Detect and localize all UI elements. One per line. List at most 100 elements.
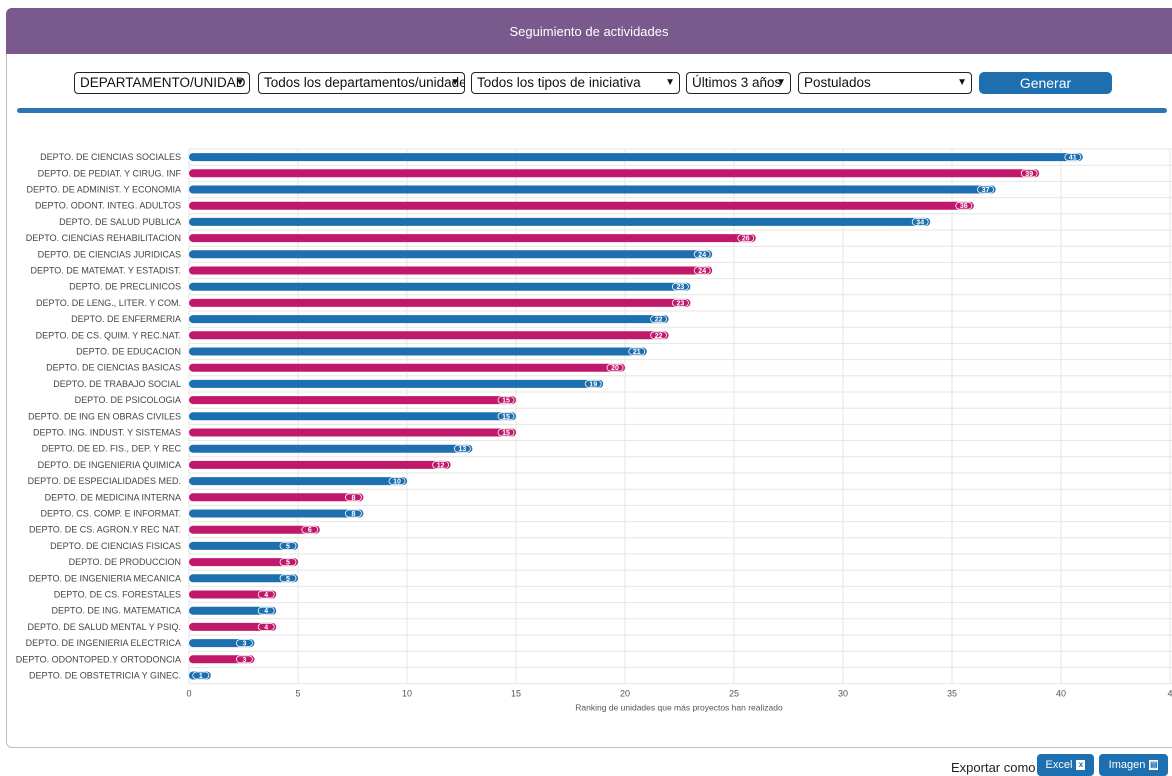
category-label: DEPTO. DE INGENIERIA ELECTRICA	[26, 638, 181, 648]
bar-value-pill	[301, 525, 319, 534]
bar-value-pill	[737, 234, 755, 242]
x-tick-label: 15	[511, 689, 521, 699]
bar-value-label: 41	[1069, 155, 1077, 162]
x-tick-label: 5	[295, 689, 300, 699]
bar-value-label: 8	[351, 495, 355, 502]
category-label: DEPTO. CS. COMP. E INFORMAT.	[40, 509, 181, 519]
category-label: DEPTO. DE CS. AGRON.Y REC NAT.	[29, 525, 181, 535]
bar-value-label: 15	[502, 430, 510, 437]
category-label: DEPTO. DE ED. FIS., DEP. Y REC	[42, 444, 182, 454]
bar	[189, 493, 364, 502]
export-excel-button[interactable]: Excel x	[1037, 754, 1094, 776]
x-tick-label: 25	[729, 689, 739, 699]
bar	[189, 153, 1083, 162]
bar	[189, 396, 516, 405]
bar-value-label: 5	[286, 576, 290, 583]
generate-button-label: Generar	[1019, 75, 1072, 91]
bar-value-label: 5	[286, 543, 290, 550]
bar-value-pill	[344, 509, 362, 518]
period-select-value: Últimos 3 años	[692, 75, 782, 90]
bar-value-label: 5	[286, 560, 290, 567]
bar-value-pill	[650, 315, 667, 324]
bar-value-label: 20	[611, 365, 619, 372]
page-title: Seguimiento de actividades	[509, 23, 669, 39]
bar-value-label: 10	[393, 479, 401, 486]
category-label: DEPTO. DE ING. MATEMATICA	[51, 606, 181, 616]
bar	[189, 509, 364, 518]
bar-value-pill	[279, 574, 297, 583]
export-label: Exportar como	[951, 760, 1036, 775]
category-label: DEPTO. ODONTOPED.Y ORTODONCIA	[16, 654, 181, 664]
export-excel-label: Excel	[1045, 759, 1073, 771]
department-select-value: Todos los departamentos/unidades	[264, 75, 465, 90]
period-select[interactable]: Últimos 3 años ▼	[686, 72, 791, 94]
bar	[189, 541, 298, 550]
bar-value-pill	[1020, 169, 1038, 178]
x-tick-label: 30	[838, 689, 848, 699]
category-label: DEPTO. DE ESPECIALIDADES MED.	[28, 476, 181, 486]
image-file-icon: ▤	[1149, 760, 1159, 770]
export-image-label: Imagen	[1108, 759, 1146, 771]
bar	[189, 558, 298, 567]
bar-value-label: 3	[242, 641, 246, 648]
bar-value-label: 26	[742, 236, 750, 243]
category-label: DEPTO. DE ADMINIST. Y ECONOMIA	[26, 185, 181, 195]
bar	[189, 525, 320, 534]
x-tick-label: 4	[1167, 689, 1172, 699]
bar-value-label: 34	[916, 219, 924, 226]
bar-value-pill	[257, 590, 275, 599]
bar	[189, 460, 451, 469]
bar-value-label: 8	[351, 511, 355, 518]
bar-value-label: 21	[633, 349, 641, 356]
category-label: DEPTO. DE CIENCIAS SOCIALES	[40, 152, 181, 162]
bar	[189, 169, 1040, 178]
category-label: DEPTO. DE PRECLINICOS	[69, 282, 181, 292]
category-label: DEPTO. DE OBSTETRICIA Y GINEC.	[29, 671, 181, 681]
category-label: DEPTO. DE LENG., LITER. Y COM.	[36, 298, 181, 308]
grouping-select[interactable]: DEPARTAMENTO/UNIDAD ▼	[74, 72, 250, 94]
bar-value-label: 39	[1025, 171, 1033, 178]
bar-value-pill	[279, 558, 297, 567]
excel-file-icon: x	[1076, 760, 1086, 770]
bar	[189, 250, 713, 259]
bar-value-pill	[497, 396, 515, 405]
category-label: DEPTO. DE SALUD MENTAL Y PSIQ.	[27, 622, 181, 632]
bar-value-label: 23	[677, 284, 685, 291]
bar-value-label: 15	[502, 414, 510, 421]
category-label: DEPTO. DE CS. QUIM. Y REC.NAT.	[36, 330, 181, 340]
status-select-value: Postulados	[804, 75, 871, 90]
bar	[189, 234, 756, 243]
bar-value-label: 15	[502, 398, 510, 405]
bar-value-pill	[672, 298, 689, 307]
bar	[189, 428, 516, 437]
bar-value-label: 3	[242, 657, 246, 664]
bar-value-label: 22	[655, 317, 663, 324]
bar-value-pill	[693, 266, 711, 275]
bar-value-pill	[453, 444, 471, 453]
bar-value-pill	[693, 250, 711, 259]
bar	[189, 217, 931, 226]
export-image-button[interactable]: Imagen ▤	[1099, 754, 1168, 776]
x-tick-label: 0	[186, 689, 191, 699]
bar	[189, 331, 669, 340]
bar	[189, 606, 277, 615]
category-label: DEPTO. ODONT. INTEG. ADULTOS	[35, 201, 181, 211]
category-label: DEPTO. DE INGENIERIA MECANICA	[29, 573, 181, 583]
bar	[189, 347, 647, 356]
initiative-type-select[interactable]: Todos los tipos de iniciativa ▼	[471, 72, 680, 94]
bar	[189, 412, 516, 421]
generate-button[interactable]: Generar	[979, 72, 1112, 94]
category-label: DEPTO. DE MATEMAT. Y ESTADIST.	[30, 266, 181, 276]
grouping-select-value: DEPARTAMENTO/UNIDAD	[80, 75, 246, 90]
bar	[189, 379, 604, 388]
bar-value-pill	[388, 477, 406, 486]
bar	[189, 590, 277, 599]
x-tick-label: 40	[1056, 689, 1066, 699]
chevron-down-icon: ▼	[776, 77, 786, 88]
bar-value-pill	[257, 606, 275, 615]
department-select[interactable]: Todos los departamentos/unidades ▼	[258, 72, 465, 94]
divider-bar	[17, 108, 1167, 113]
category-label: DEPTO. CIENCIAS REHABILITACION	[26, 233, 181, 243]
status-select[interactable]: Postulados ▼	[798, 72, 972, 94]
